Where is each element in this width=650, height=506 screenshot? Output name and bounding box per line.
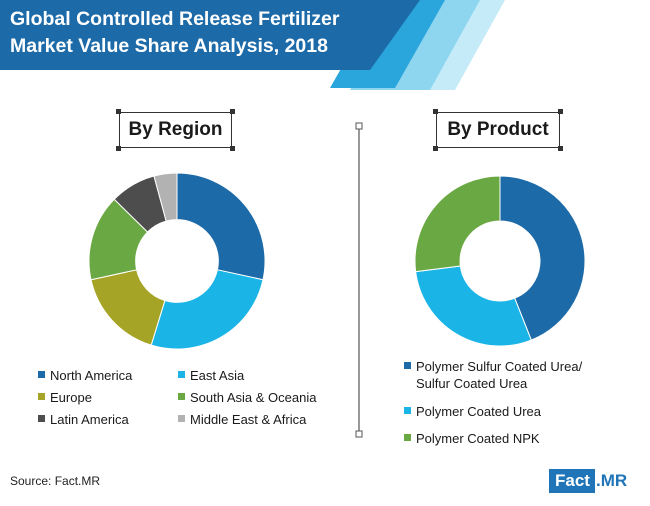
legend-label: Polymer Coated Urea xyxy=(416,404,541,419)
banner-stripe-dark xyxy=(0,0,420,70)
corner-marker xyxy=(433,146,438,151)
donut-slice-europe xyxy=(90,269,166,346)
corner-marker xyxy=(558,146,563,151)
corner-marker xyxy=(116,146,121,151)
legend-item-europe: Europe xyxy=(38,389,92,406)
donut-slice-polymer-coated-urea xyxy=(415,265,532,347)
logo-mr-text: .MR xyxy=(595,471,628,490)
legend-label: Europe xyxy=(50,390,92,405)
legend-label: North America xyxy=(50,368,133,383)
donut-slice-middle-east-africa xyxy=(153,172,178,222)
section-divider xyxy=(355,122,363,438)
region-donut-chart xyxy=(88,172,266,350)
legend-label: Polymer Sulfur Coated Urea/ Sulfur Coate… xyxy=(416,358,582,392)
legend-item-polymer-sulfur-coated-urea: Polymer Sulfur Coated Urea/ Sulfur Coate… xyxy=(404,358,582,392)
logo-fact-text: Fact xyxy=(549,469,595,493)
legend-swatch xyxy=(404,362,411,369)
region-chart-title: By Region xyxy=(128,119,223,140)
product-section-label: By Product xyxy=(433,109,563,151)
title-line-2: Market Value Share Analysis, 2018 xyxy=(10,35,328,57)
legend-item-polymer-coated-npk: Polymer Coated NPK xyxy=(404,430,540,447)
legend-item-middle-east-africa: Middle East & Africa xyxy=(178,411,306,428)
corner-marker xyxy=(230,109,235,114)
legend-item-latin-america: Latin America xyxy=(38,411,129,428)
source-note: Source: Fact.MR xyxy=(10,474,101,488)
legend-swatch xyxy=(404,434,411,441)
corner-marker xyxy=(116,109,121,114)
page-title: Global Controlled Release Fertilizer Mar… xyxy=(10,6,430,60)
legend-item-east-asia: East Asia xyxy=(178,367,244,384)
legend-swatch xyxy=(38,371,45,378)
product-label-frame xyxy=(436,112,560,148)
header-banner xyxy=(0,0,505,90)
legend-swatch xyxy=(38,415,45,422)
legend-item-south-asia-oceania: South Asia & Oceania xyxy=(178,389,316,406)
legend-label: East Asia xyxy=(190,368,245,383)
product-chart-title: By Product xyxy=(447,119,549,140)
corner-marker xyxy=(558,109,563,114)
product-donut-chart xyxy=(414,175,586,347)
legend-label: Polymer Coated NPK xyxy=(416,431,540,446)
corner-marker xyxy=(433,109,438,114)
legend-label-line-2: Sulfur Coated Urea xyxy=(416,376,528,391)
factmr-logo: Fact .MR xyxy=(549,468,627,494)
legend-item-polymer-coated-urea: Polymer Coated Urea xyxy=(404,403,541,420)
corner-marker xyxy=(230,146,235,151)
legend-swatch xyxy=(178,393,185,400)
legend-item-north-america: North America xyxy=(38,367,132,384)
legend-label: Middle East & Africa xyxy=(190,412,307,427)
donut-slice-polymer-sulfur-coated-urea-sulfur-coated-urea xyxy=(499,175,586,341)
legend-swatch xyxy=(178,415,185,422)
legend-label: Latin America xyxy=(50,412,129,427)
legend-label: South Asia & Oceania xyxy=(190,390,317,405)
donut-slice-east-asia xyxy=(150,269,264,350)
legend-label-line-1: Polymer Sulfur Coated Urea/ xyxy=(416,359,583,374)
legend-swatch xyxy=(404,407,411,414)
donut-slice-polymer-coated-npk xyxy=(414,175,501,273)
title-line-1: Global Controlled Release Fertilizer xyxy=(10,8,340,30)
region-label-frame xyxy=(119,112,232,148)
legend-swatch xyxy=(38,393,45,400)
donut-slice-north-america xyxy=(176,172,266,281)
legend-swatch xyxy=(178,371,185,378)
region-section-label: By Region xyxy=(116,109,235,151)
